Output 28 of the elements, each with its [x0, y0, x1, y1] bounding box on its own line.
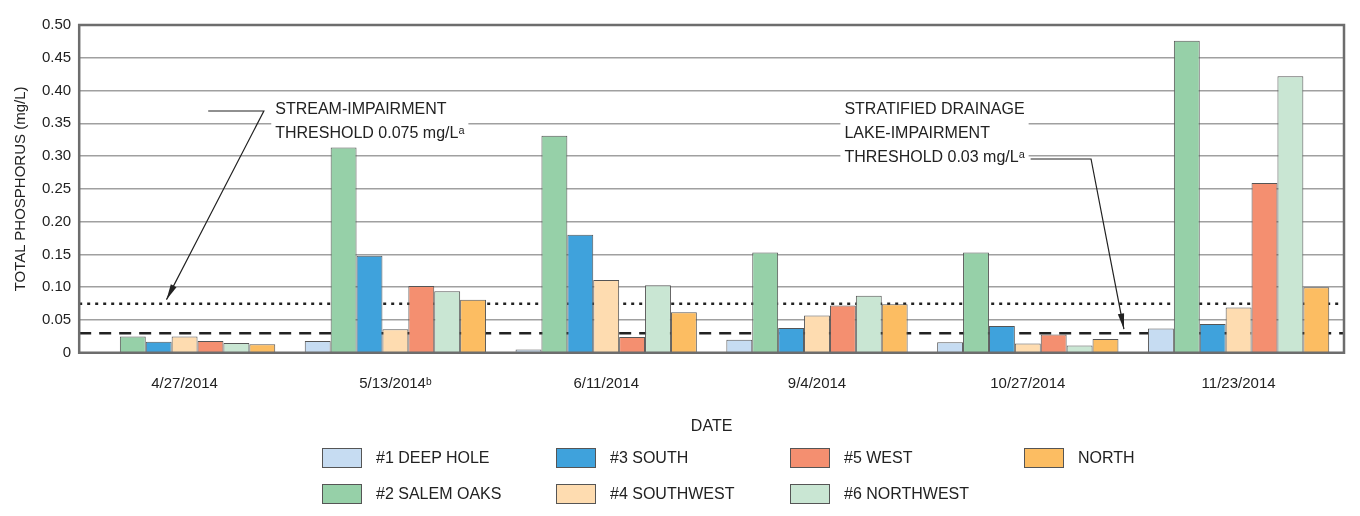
y-tick-label: 0.05	[41, 310, 72, 328]
ref-line-label: STREAM-IMPAIRMENT THRESHOLD 0.075 mg/Lᵃ	[275, 100, 466, 142]
y-tick-label: 0.45	[41, 47, 72, 65]
legend-label: #4 SOUTHWEST	[610, 485, 735, 503]
x-tick-label: 11/23/2014	[1201, 373, 1276, 391]
x-tick-label: 6/11/2014	[573, 373, 640, 391]
y-tick-label: 0.30	[41, 146, 72, 164]
y-tick-label: 0.50	[41, 15, 72, 33]
legend-label: #1 DEEP HOLE	[376, 449, 490, 467]
y-axis-title: TOTAL PHOSPHORUS (mg/L)	[11, 86, 29, 292]
x-tick-label: 4/27/2014	[151, 373, 218, 391]
ref-line-label: STRATIFIED DRAINAGE LAKE-IMPAIRMENT THRESHOLD 0.03 mg/Lᵃ	[844, 100, 1026, 166]
legend-label: #2 SALEM OAKS	[376, 485, 502, 503]
y-tick-label: 0.35	[41, 113, 72, 131]
y-tick-label: 0.10	[41, 277, 72, 295]
legend-label: NORTH	[1078, 449, 1135, 467]
y-tick-label: 0.15	[41, 244, 72, 262]
x-tick-label: 9/4/2014	[787, 373, 847, 391]
x-tick-label: 10/27/2014	[990, 373, 1066, 391]
legend-label: #6 NORTHWEST	[844, 485, 970, 503]
y-tick-label: 0.25	[41, 179, 72, 197]
x-axis-title: DATE	[690, 416, 733, 434]
x-tick-label: 5/13/2014ᵇ	[359, 373, 432, 391]
y-tick-label: 0	[62, 342, 72, 360]
y-tick-label: 0.40	[41, 80, 72, 98]
legend-label: #3 SOUTH	[610, 449, 689, 467]
y-tick-label: 0.20	[41, 211, 72, 229]
legend-label: #5 WEST	[844, 449, 913, 467]
